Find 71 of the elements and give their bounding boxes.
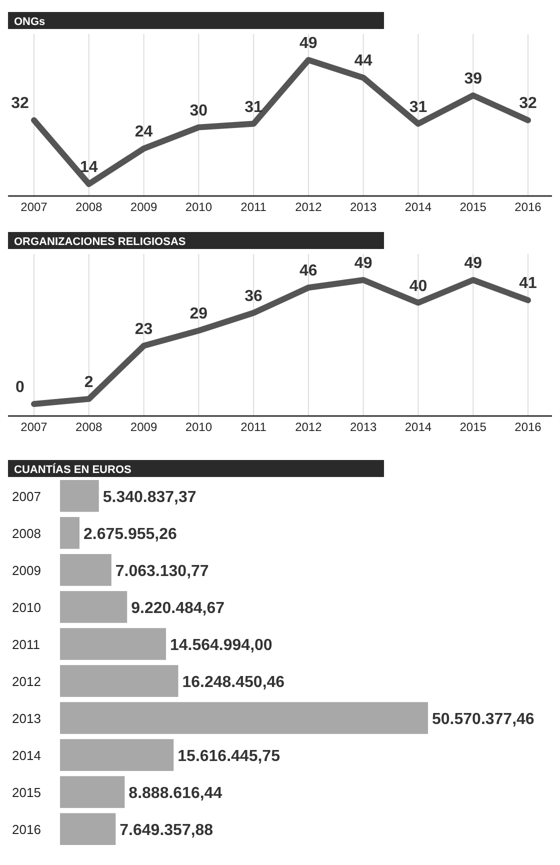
data-label: 8.888.616,44 [128,785,222,802]
data-label: 14 [80,159,98,176]
data-label: 29 [190,306,208,323]
x-tick-label: 2015 [460,200,487,214]
x-tick-label: 2011 [240,420,267,434]
data-label: 50.570.377,46 [432,711,534,728]
x-tick-label: 2008 [76,420,103,434]
x-tick-label: 2014 [404,420,432,434]
data-label: 0 [16,379,25,396]
data-label: 16.248.450,46 [182,674,285,692]
x-tick-label: 2010 [185,200,212,214]
data-label: 2.675.955,26 [83,526,177,543]
bar [60,628,166,660]
data-label: 14.564.994,00 [170,636,272,654]
x-tick-label: 2016 [514,420,542,434]
data-label: 7.649.357,88 [120,822,214,840]
y-tick-label: 2010 [12,600,41,615]
data-label: 31 [244,98,263,116]
data-label: 9.220.484,67 [131,600,225,617]
x-tick-label: 2013 [350,420,378,434]
data-label: 24 [134,124,153,141]
bar [60,665,178,697]
data-label: 15.616.445,75 [178,748,280,766]
data-label: 32 [519,95,537,112]
data-label: 49 [464,255,482,272]
y-tick-label: 2008 [12,526,41,541]
data-label: 7.063.130,77 [115,562,209,580]
data-label: 31 [409,98,428,116]
y-tick-label: 2015 [12,785,41,800]
x-tick-label: 2008 [76,200,103,214]
bar [60,591,128,623]
data-label: 44 [354,52,372,70]
x-tick-label: 2016 [514,200,542,214]
y-tick-label: 2011 [12,636,40,652]
x-tick-label: 2009 [130,200,158,214]
data-label: 49 [354,255,372,272]
data-label: 32 [11,95,29,112]
x-tick-label: 2015 [460,420,487,434]
x-tick-label: 2012 [295,200,322,214]
bar [60,739,174,771]
y-tick-label: 2014 [12,748,41,764]
data-label: 5.340.837,37 [102,488,196,506]
chart-title: ONGs [14,16,46,28]
x-tick-label: 2014 [404,200,432,214]
data-label: 39 [464,70,482,88]
bar [60,554,112,586]
data-label: 2 [84,374,94,391]
bar [60,813,116,845]
data-label: 40 [409,278,428,295]
x-tick-label: 2011 [240,200,267,214]
y-tick-label: 2016 [12,822,41,838]
bar [60,480,99,512]
data-label: 23 [134,320,153,338]
y-tick-label: 2007 [12,488,41,504]
y-tick-label: 2012 [12,674,41,690]
chart-title: ORGANIZACIONES RELIGIOSAS [14,236,186,248]
bar [60,776,125,808]
bar [60,517,80,549]
data-label: 46 [300,262,318,280]
data-label: 41 [519,275,537,292]
data-label: 30 [190,102,208,120]
y-tick-label: 2013 [12,711,41,726]
data-label: 49 [300,35,318,52]
x-tick-label: 2009 [130,420,158,434]
chart-title: CUANTÍAS EN EUROS [14,463,132,476]
y-tick-label: 2009 [12,562,41,578]
data-label: 36 [244,288,263,305]
bar [60,702,428,734]
x-tick-label: 2013 [350,200,378,214]
x-tick-label: 2012 [295,420,322,434]
x-tick-label: 2010 [185,420,212,434]
